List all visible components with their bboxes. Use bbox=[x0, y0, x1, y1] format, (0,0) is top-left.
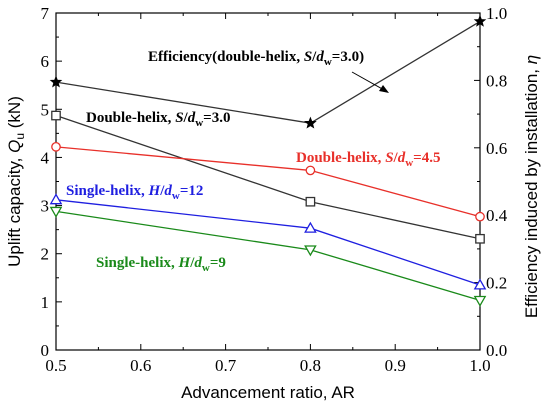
series-1 bbox=[51, 110, 485, 244]
data-point-triangle-down bbox=[49, 206, 63, 218]
x-tick-label: 0.9 bbox=[385, 356, 406, 375]
y-left-tick-label: 5 bbox=[41, 100, 50, 119]
y-left-tick-label: 6 bbox=[41, 52, 50, 71]
data-point-triangle-up bbox=[473, 278, 487, 290]
y-right-axis-title: Efficiency induced by installation, η bbox=[522, 55, 541, 318]
data-point-star bbox=[49, 75, 63, 88]
y-right-tick-label: 0.4 bbox=[486, 206, 508, 225]
data-point-triangle-down bbox=[473, 295, 487, 307]
data-point-square bbox=[475, 233, 485, 244]
y-left-axis-title: Uplift capacity, Qu (kN) bbox=[5, 96, 27, 267]
y-right-tick-label: 0.8 bbox=[486, 71, 507, 90]
series-layer bbox=[49, 14, 487, 307]
data-point-star bbox=[304, 116, 317, 129]
series-2 bbox=[51, 141, 485, 222]
x-axis-title: Advancement ratio, AR bbox=[181, 383, 355, 402]
data-point-circle bbox=[305, 165, 316, 176]
annotation-layer: Efficiency(double-helix, S/dw=3.0) Double… bbox=[66, 49, 440, 274]
data-point-triangle-up bbox=[304, 221, 317, 233]
data-point-triangle-down bbox=[304, 245, 317, 257]
y-left-tick-label: 1 bbox=[41, 293, 50, 312]
x-tick-label: 0.7 bbox=[215, 356, 237, 375]
y-right-tick-label: 0.0 bbox=[486, 341, 507, 360]
y-left-tick-label: 4 bbox=[41, 148, 50, 167]
y-right-tick-label: 0.6 bbox=[486, 139, 507, 158]
x-tick-label: 1.0 bbox=[469, 356, 490, 375]
annotation-sh9: Single-helix, H/dw=9 bbox=[96, 255, 226, 274]
annotation-arrow-line bbox=[351, 71, 387, 92]
data-point-circle bbox=[51, 141, 61, 152]
data-point-circle bbox=[475, 211, 485, 222]
series-3 bbox=[49, 193, 487, 290]
annotation-eff: Efficiency(double-helix, S/dw=3.0) bbox=[148, 49, 364, 68]
y-right-tick-label: 0.2 bbox=[486, 274, 507, 293]
series-line bbox=[55, 199, 481, 286]
series-0 bbox=[49, 14, 487, 129]
y-left-tick-label: 0 bbox=[41, 341, 50, 360]
annotation-dh45: Double-helix, S/dw=4.5 bbox=[296, 150, 440, 169]
x-tick-label: 0.5 bbox=[45, 356, 66, 375]
y-left-tick-label: 2 bbox=[41, 245, 50, 264]
axis-title-layer: Advancement ratio, AR Uplift capacity, Qu… bbox=[5, 55, 541, 402]
series-line bbox=[55, 114, 481, 240]
data-point-triangle-up bbox=[49, 193, 63, 205]
data-point-star bbox=[473, 14, 487, 27]
x-tick-label: 0.6 bbox=[130, 356, 151, 375]
series-line bbox=[55, 20, 481, 124]
annotation-dh30: Double-helix, S/dw=3.0 bbox=[86, 110, 230, 129]
x-tick-label: 0.8 bbox=[300, 356, 321, 375]
annotation-sh12: Single-helix, H/dw=12 bbox=[66, 183, 203, 202]
y-left-tick-label: 3 bbox=[41, 197, 50, 216]
y-right-tick-label: 1.0 bbox=[486, 4, 507, 23]
series-4 bbox=[49, 206, 487, 307]
data-point-square bbox=[305, 196, 316, 207]
axes: 0.5 0.6 0.7 0.8 0.9 1.0 0 1 2 3 4 5 6 7 0.0 0.2 0.4 0.6 0.… bbox=[41, 4, 508, 375]
data-point-square bbox=[51, 110, 61, 121]
y-left-tick-label: 7 bbox=[41, 4, 50, 23]
annotation-arrow-head bbox=[379, 85, 389, 93]
